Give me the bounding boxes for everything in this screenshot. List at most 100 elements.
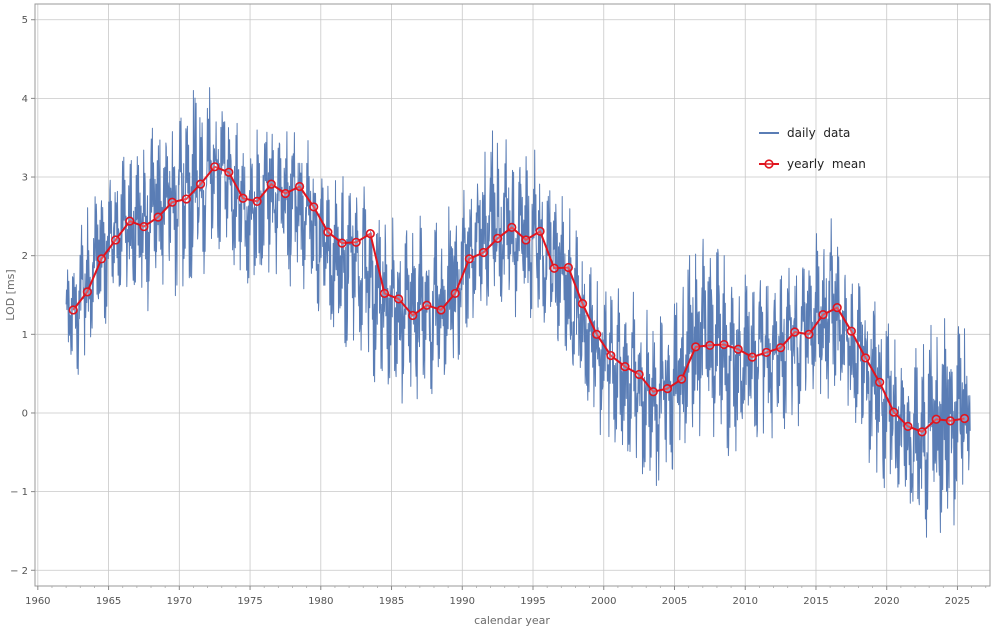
yearly-mean-point (903, 421, 913, 431)
yearly-mean-point (761, 347, 772, 358)
x-tick-label: 1995 (520, 596, 545, 607)
x-tick-label: 1970 (167, 596, 192, 607)
yearly-mean-point (394, 294, 404, 304)
yearly-mean-point (535, 226, 545, 236)
yearly-mean-point (860, 353, 871, 363)
x-tick-label: 1960 (25, 596, 50, 607)
legend-yearly-marker (764, 159, 774, 169)
x-tick-label: 1990 (450, 596, 475, 607)
y-tick-label: 1 (22, 330, 28, 341)
yearly-mean-point (68, 305, 78, 315)
y-tick-label: 0 (22, 408, 28, 419)
yearly-mean-point (153, 212, 163, 222)
yearly-mean-point (422, 300, 432, 310)
yearly-mean-point (521, 235, 531, 245)
yearly-mean-point (676, 374, 687, 384)
yearly-mean-point (719, 339, 729, 350)
yearly-mean-point (351, 237, 361, 247)
yearly-mean-point (96, 254, 107, 264)
yearly-mean-line (72, 165, 965, 433)
yearly-mean-point (818, 310, 828, 320)
x-tick-label: 2015 (803, 596, 828, 607)
x-axis-title: calendar year (474, 614, 550, 627)
x-tick-label: 2020 (874, 596, 899, 607)
yearly-mean-point (337, 238, 347, 248)
grid-lines (35, 4, 990, 586)
yearly-mean-point (804, 329, 814, 339)
yearly-mean-point (280, 188, 291, 199)
legend: daily data yearly mean (759, 126, 866, 171)
yearly-mean-point (549, 263, 559, 273)
yearly-mean-point (464, 254, 474, 264)
yearly-mean-point (945, 416, 955, 426)
yearly-mean-point (733, 344, 743, 354)
yearly-mean-point (875, 377, 885, 387)
x-axis-ticks: 1960 1965 1970 1975 1980 1985 1990 1995 2000 2005… (25, 586, 987, 607)
yearly-mean-point (931, 414, 941, 424)
yearly-mean-point (776, 343, 786, 353)
yearly-mean-point (705, 340, 715, 350)
x-tick-label: 1975 (237, 596, 262, 607)
yearly-mean-point (224, 167, 234, 177)
legend-yearly-label: yearly mean (787, 157, 866, 171)
yearly-mean-point (252, 196, 262, 207)
yearly-mean-point (662, 383, 673, 394)
x-tick-label: 2005 (662, 596, 687, 607)
x-tick-label: 1985 (379, 596, 404, 607)
daily-data-line (65, 87, 971, 538)
x-tick-label: 1980 (308, 596, 333, 607)
yearly-mean-point (450, 288, 460, 299)
yearly-mean-point (889, 407, 899, 417)
yearly-mean-point (266, 179, 276, 189)
yearly-mean-point (634, 369, 644, 380)
yearly-mean-point (379, 288, 390, 299)
yearly-mean-point (238, 193, 248, 203)
y-tick-label: 2 (22, 251, 28, 262)
y-tick-label: 4 (22, 94, 28, 105)
yearly-mean-point (493, 233, 503, 243)
yearly-mean-point (181, 194, 191, 204)
yearly-mean-point (846, 326, 856, 336)
y-axis-title: LOD [ms] (4, 269, 17, 320)
yearly-mean-point (620, 361, 630, 372)
yearly-mean-point (507, 222, 517, 232)
yearly-mean-point (195, 179, 206, 189)
yearly-mean-point (111, 235, 121, 245)
x-tick-label: 2025 (945, 596, 970, 607)
y-tick-label: − 2 (10, 566, 28, 577)
y-tick-label: 5 (22, 15, 28, 26)
yearly-mean-point (563, 262, 573, 273)
y-axis-ticks: − 2 − 1 0 1 2 3 4 5 (10, 15, 35, 577)
yearly-mean-point (167, 197, 177, 207)
yearly-mean-point (436, 305, 446, 315)
yearly-mean-point (577, 299, 588, 309)
yearly-mean-point (648, 387, 658, 397)
yearly-mean-point (790, 327, 800, 337)
daily-data-series (65, 87, 971, 538)
yearly-mean-point (408, 310, 418, 321)
yearly-mean-point (606, 350, 616, 361)
yearly-mean-point (959, 413, 970, 424)
yearly-mean-point (82, 287, 92, 297)
yearly-mean-point (917, 427, 927, 437)
yearly-mean-point (210, 162, 220, 172)
x-tick-label: 1965 (96, 596, 121, 607)
x-tick-label: 2010 (733, 596, 758, 607)
yearly-mean-point (478, 247, 489, 258)
yearly-mean-point (309, 202, 319, 212)
yearly-mean-series (68, 162, 970, 437)
yearly-mean-point (592, 329, 602, 339)
yearly-mean-point (691, 342, 701, 352)
legend-daily-label: daily data (787, 126, 850, 140)
y-tick-label: − 1 (10, 487, 28, 498)
yearly-mean-point (294, 181, 305, 192)
yearly-mean-point (365, 229, 375, 239)
yearly-mean-point (323, 227, 333, 237)
yearly-mean-point (125, 216, 135, 226)
x-tick-label: 2000 (591, 596, 616, 607)
yearly-mean-point (139, 221, 149, 232)
yearly-mean-point (832, 302, 842, 313)
y-tick-label: 3 (22, 173, 28, 184)
yearly-mean-point (747, 352, 757, 362)
plot-frame (34, 3, 991, 587)
